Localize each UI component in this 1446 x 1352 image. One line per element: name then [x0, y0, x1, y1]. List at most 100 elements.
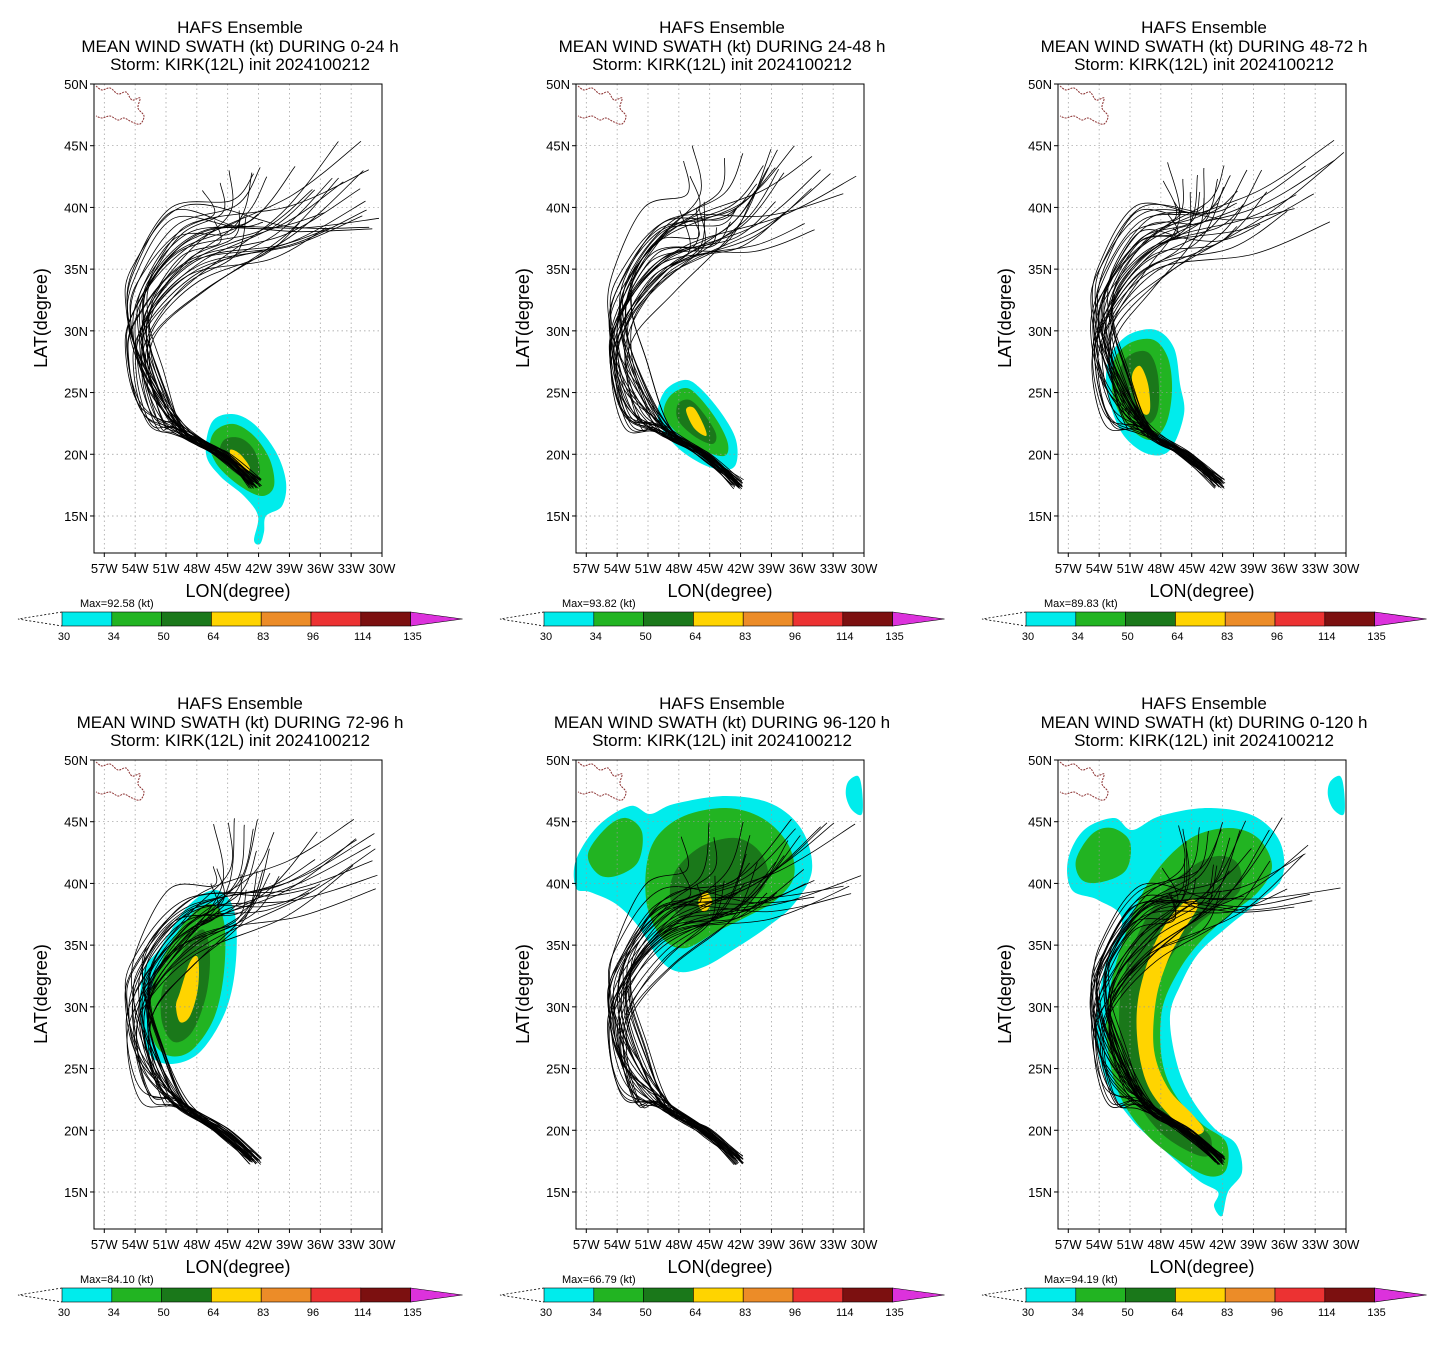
max-wind-label: Max=93.82 (kt): [562, 598, 636, 610]
x-tick-label: 36W: [789, 1237, 816, 1252]
y-tick-label: 25N: [1028, 386, 1052, 401]
x-tick-label: 33W: [338, 1237, 365, 1252]
ensemble-track: [1091, 829, 1225, 1158]
x-tick-label: 42W: [727, 1237, 754, 1252]
ensemble-track: [1108, 865, 1218, 1163]
colorbar-segment: [842, 611, 893, 627]
colorbar-segment: [593, 611, 644, 627]
ensemble-track: [1095, 822, 1224, 1160]
colorbar-segment: [1175, 1287, 1226, 1303]
colorbar-under-arrow: [17, 1287, 63, 1303]
colorbar-level-label: 34: [590, 631, 602, 643]
colorbar-level-label: 96: [307, 1307, 319, 1319]
colorbar-segment: [1125, 611, 1176, 627]
y-tick-label: 30N: [64, 324, 88, 339]
ensemble-track: [1109, 867, 1216, 1161]
y-axis-label: LAT(degree): [995, 268, 1015, 368]
colorbar-level-label: 64: [207, 631, 219, 643]
wind-swath-contour: [587, 817, 643, 878]
y-tick-label: 35N: [64, 262, 88, 277]
x-tick-label: 51W: [635, 1237, 662, 1252]
colorbar-segment: [1025, 1287, 1077, 1303]
y-tick-label: 15N: [64, 509, 88, 524]
colorbar-level-label: 34: [108, 1307, 120, 1319]
colorbar-level-label: 135: [885, 1307, 903, 1319]
colorbar: 30 34 50 64 83 96 114 135: [17, 1287, 463, 1319]
ensemble-track: [125, 831, 318, 1163]
colorbar: 30 34 50 64 83 96 114 135: [499, 1287, 945, 1319]
panel-title-line: MEAN WIND SWATH (kt) DURING 0-120 h: [1041, 713, 1368, 732]
colorbar-segment: [543, 611, 595, 627]
colorbar-level-label: 30: [540, 1307, 552, 1319]
y-tick-label: 40N: [64, 876, 88, 891]
panel-title-line: MEAN WIND SWATH (kt) DURING 96-120 h: [554, 713, 890, 732]
colorbar-segment: [643, 1287, 694, 1303]
y-tick-label: 40N: [546, 200, 570, 215]
colorbar-level-label: 135: [403, 1307, 421, 1319]
y-tick-label: 25N: [64, 386, 88, 401]
ensemble-track: [147, 824, 251, 1161]
colorbar-segment: [161, 1287, 212, 1303]
wind-swath-contour: [1131, 365, 1151, 415]
plot-frame: [575, 83, 865, 554]
ensemble-track: [136, 818, 257, 1164]
x-tick-label: 36W: [1271, 1237, 1298, 1252]
x-tick-label: 51W: [153, 561, 180, 576]
y-axis-label: LAT(degree): [31, 944, 51, 1044]
ensemble-track: [615, 210, 740, 489]
colorbar-segment: [842, 1287, 893, 1303]
ensemble-track: [620, 835, 751, 1165]
ensemble-track: [148, 189, 315, 485]
panel-title-line: HAFS Ensemble: [659, 694, 785, 713]
colorbar-level-label: 30: [58, 1307, 70, 1319]
plot-frame: [1057, 83, 1347, 554]
colorbar-over-arrow: [410, 1287, 463, 1303]
colorbar-over-arrow: [1374, 1287, 1427, 1303]
wind-swath-contour: [176, 955, 199, 1023]
x-tick-label: 57W: [91, 561, 118, 576]
colorbar-level-label: 96: [789, 631, 801, 643]
max-wind-label: Max=84.10 (kt): [80, 1274, 154, 1286]
ensemble-track: [630, 158, 732, 480]
max-wind-label: Max=66.79 (kt): [562, 1274, 636, 1286]
x-tick-label: 54W: [1086, 561, 1113, 576]
y-tick-label: 15N: [546, 509, 570, 524]
colorbar-segment: [643, 611, 694, 627]
colorbar-level-label: 135: [885, 631, 903, 643]
x-tick-label: 36W: [307, 1237, 334, 1252]
colorbar-under-arrow: [981, 611, 1027, 627]
x-tick-label: 33W: [1302, 1237, 1329, 1252]
y-tick-label: 50N: [64, 753, 88, 768]
y-axis-label: LAT(degree): [995, 944, 1015, 1044]
x-tick-label: 45W: [696, 561, 723, 576]
colorbar-segment: [1075, 611, 1126, 627]
y-tick-label: 25N: [546, 386, 570, 401]
y-axis-label: LAT(degree): [513, 944, 533, 1044]
map-plot: 57W 54W 51W 48W 45W 42W 39W 36W 33W 30W 15N 20N 25N 3…: [64, 77, 396, 576]
y-tick-label: 30N: [1028, 1000, 1052, 1015]
x-tick-label: 45W: [1178, 1237, 1205, 1252]
y-tick-label: 20N: [546, 1123, 570, 1138]
y-tick-label: 30N: [546, 1000, 570, 1015]
colorbar-segment: [61, 611, 113, 627]
ensemble-track: [621, 175, 857, 484]
map-plot: 57W 54W 51W 48W 45W 42W 39W 36W 33W 30W 15N 20N 25N 3…: [1028, 753, 1360, 1252]
colorbar-segment: [1324, 1287, 1375, 1303]
colorbar-segment: [260, 1287, 312, 1303]
colorbar-segment: [1025, 611, 1077, 627]
colorbar-segment: [1274, 611, 1326, 627]
x-tick-label: 48W: [183, 561, 210, 576]
colorbar-level-label: 30: [1022, 631, 1034, 643]
x-tick-label: 54W: [122, 1237, 149, 1252]
ensemble-track: [607, 893, 852, 1160]
y-tick-label: 40N: [1028, 200, 1052, 215]
x-tick-label: 45W: [214, 1237, 241, 1252]
colorbar-level-label: 50: [639, 1307, 651, 1319]
colorbar: 30 34 50 64 83 96 114 135: [499, 611, 945, 643]
ensemble-track: [144, 170, 364, 489]
colorbar-level-label: 30: [58, 631, 70, 643]
y-tick-label: 15N: [1028, 509, 1052, 524]
colorbar-under-arrow: [17, 611, 63, 627]
